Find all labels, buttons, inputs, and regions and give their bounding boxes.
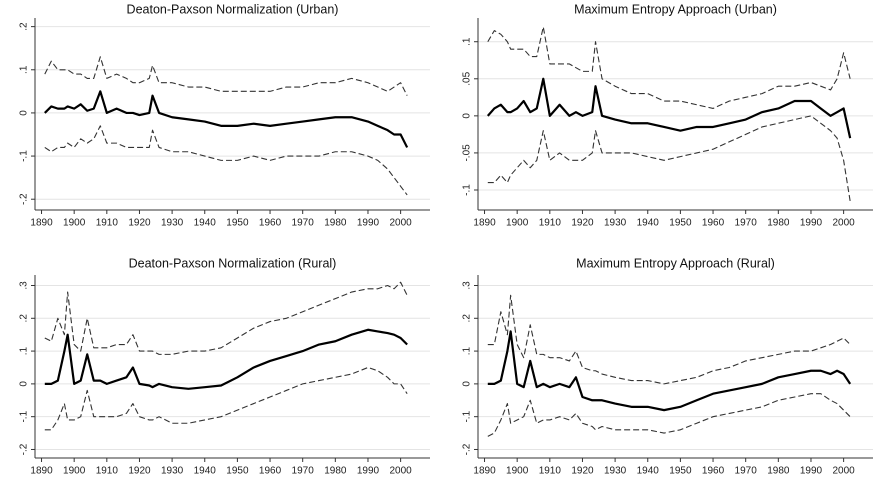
band-line bbox=[487, 294, 851, 385]
x-tick-label: 1980 bbox=[767, 466, 790, 477]
y-tick-label: -.1 bbox=[19, 410, 30, 422]
y-tick-label: 0 bbox=[19, 381, 30, 387]
x-tick-label: 1920 bbox=[571, 218, 594, 229]
band-line bbox=[44, 125, 408, 196]
y-tick-label: -.1 bbox=[19, 150, 30, 162]
x-tick-label: 1920 bbox=[571, 466, 594, 477]
y-tick-label: .1 bbox=[19, 346, 30, 355]
x-tick-label: 1900 bbox=[506, 218, 529, 229]
x-tick-label: 1930 bbox=[161, 466, 184, 477]
x-tick-label: 1930 bbox=[161, 218, 184, 229]
x-tick-label: 1900 bbox=[63, 466, 86, 477]
chart-title: Deaton-Paxson Normalization (Rural) bbox=[129, 256, 337, 270]
y-tick-label: 0 bbox=[462, 381, 473, 387]
y-tick-label: .1 bbox=[19, 65, 30, 74]
x-tick-label: 1890 bbox=[30, 466, 53, 477]
x-tick-label: 1960 bbox=[259, 218, 282, 229]
x-tick-label: 1960 bbox=[259, 466, 282, 477]
y-tick-label: 0 bbox=[19, 110, 30, 116]
band-line bbox=[487, 26, 851, 109]
x-tick-label: 1990 bbox=[800, 218, 823, 229]
x-tick-label: 2000 bbox=[832, 218, 855, 229]
x-tick-label: 1980 bbox=[767, 218, 790, 229]
x-tick-label: 1970 bbox=[735, 218, 758, 229]
estimate-line bbox=[44, 90, 409, 148]
band-line bbox=[44, 281, 408, 355]
x-tick-label: 1910 bbox=[96, 218, 119, 229]
x-tick-label: 1980 bbox=[324, 466, 347, 477]
x-tick-label: 1890 bbox=[473, 218, 496, 229]
band-line bbox=[487, 393, 851, 437]
estimate-line bbox=[487, 330, 852, 412]
y-tick-label: .05 bbox=[462, 71, 473, 85]
x-tick-label: 1920 bbox=[128, 466, 151, 477]
x-tick-label: 2000 bbox=[389, 218, 412, 229]
x-tick-label: 1920 bbox=[128, 218, 151, 229]
x-tick-label: 1910 bbox=[539, 466, 562, 477]
x-tick-label: 1930 bbox=[604, 466, 627, 477]
estimate-line bbox=[44, 328, 408, 390]
x-tick-label: 1890 bbox=[30, 218, 53, 229]
x-tick-label: 1970 bbox=[735, 466, 758, 477]
x-tick-label: 1950 bbox=[669, 218, 692, 229]
estimate-line bbox=[486, 77, 852, 139]
y-tick-label: -.2 bbox=[19, 193, 30, 205]
band-line bbox=[44, 366, 408, 431]
x-tick-label: 2000 bbox=[832, 466, 855, 477]
y-tick-label: .1 bbox=[462, 37, 473, 46]
x-tick-label: 1940 bbox=[194, 466, 217, 477]
x-tick-label: 1930 bbox=[604, 218, 627, 229]
y-tick-label: -.2 bbox=[462, 443, 473, 455]
x-tick-label: 1950 bbox=[226, 218, 249, 229]
x-tick-label: 1950 bbox=[669, 466, 692, 477]
y-tick-label: .1 bbox=[462, 346, 473, 355]
chart-title: Maximum Entropy Approach (Rural) bbox=[576, 256, 775, 270]
x-tick-label: 1990 bbox=[800, 466, 823, 477]
y-tick-label: .3 bbox=[19, 281, 30, 290]
y-tick-label: .2 bbox=[19, 22, 30, 31]
y-tick-label: .3 bbox=[462, 281, 473, 290]
x-tick-label: 1940 bbox=[194, 218, 217, 229]
x-tick-label: 1900 bbox=[506, 466, 529, 477]
y-tick-label: 0 bbox=[462, 113, 473, 119]
y-tick-label: -.05 bbox=[462, 144, 473, 162]
y-tick-label: .2 bbox=[19, 314, 30, 323]
x-tick-label: 1960 bbox=[702, 466, 725, 477]
x-tick-label: 1910 bbox=[96, 466, 119, 477]
x-tick-label: 1970 bbox=[292, 466, 315, 477]
band-line bbox=[44, 56, 408, 96]
y-tick-label: -.2 bbox=[19, 443, 30, 455]
x-tick-label: 1970 bbox=[292, 218, 315, 229]
chart-title: Maximum Entropy Approach (Urban) bbox=[574, 2, 777, 16]
x-tick-label: 1940 bbox=[637, 218, 660, 229]
x-tick-label: 1900 bbox=[63, 218, 86, 229]
chart-title: Deaton-Paxson Normalization (Urban) bbox=[127, 2, 339, 16]
x-tick-label: 1950 bbox=[226, 466, 249, 477]
x-tick-label: 1990 bbox=[357, 466, 380, 477]
x-tick-label: 1890 bbox=[473, 466, 496, 477]
y-tick-label: -.1 bbox=[462, 410, 473, 422]
band-line bbox=[487, 115, 851, 202]
x-tick-label: 2000 bbox=[389, 466, 412, 477]
x-tick-label: 1980 bbox=[324, 218, 347, 229]
x-tick-label: 1960 bbox=[702, 218, 725, 229]
x-tick-label: 1910 bbox=[539, 218, 562, 229]
y-tick-label: .2 bbox=[462, 314, 473, 323]
y-tick-label: -.1 bbox=[462, 184, 473, 196]
x-tick-label: 1940 bbox=[637, 466, 660, 477]
x-tick-label: 1990 bbox=[357, 218, 380, 229]
